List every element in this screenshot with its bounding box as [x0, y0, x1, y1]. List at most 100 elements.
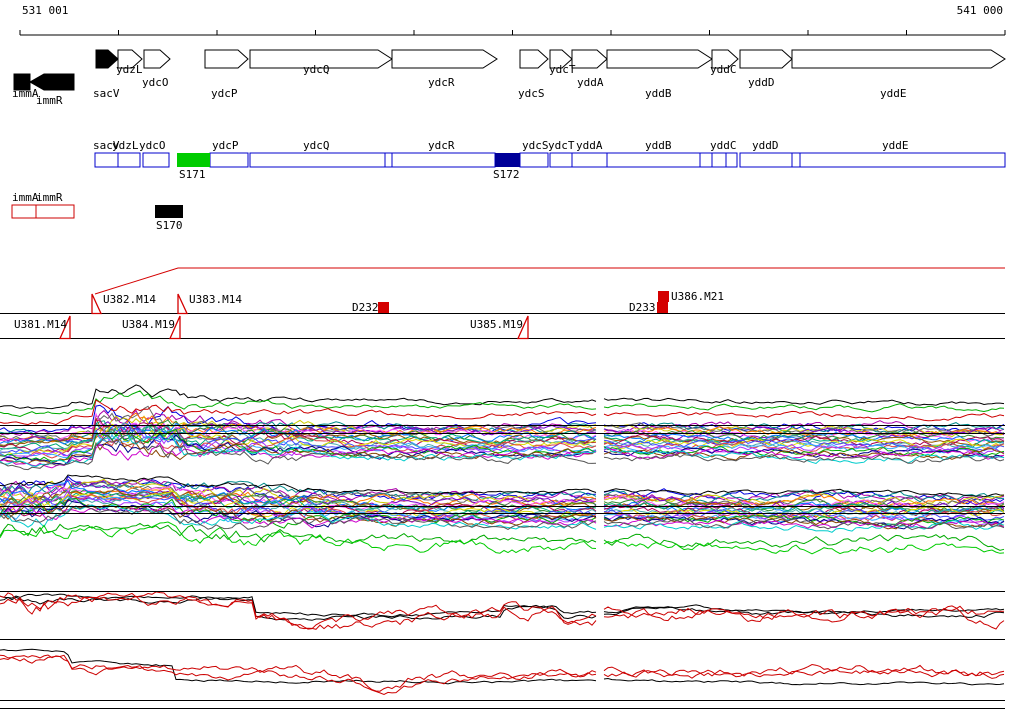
gene-label-ydcQ: ydcQ	[303, 63, 330, 76]
expression-curve	[0, 592, 597, 630]
probe-square-D233[interactable]	[657, 302, 668, 313]
gene-label-immA: immA	[12, 87, 39, 100]
probe-flag-U381.M14[interactable]	[58, 315, 71, 340]
segment-label-sacV: sacV	[93, 139, 120, 152]
gene-arrow-ydcP[interactable]	[204, 49, 249, 69]
segment-box-yddC[interactable]	[711, 152, 738, 168]
expression-curve	[0, 654, 597, 692]
expression-curve	[603, 422, 1005, 437]
segment-box-ydzL[interactable]	[117, 152, 141, 168]
gene-arrow-sacV[interactable]	[95, 49, 119, 69]
feature-box-S170[interactable]	[155, 205, 183, 218]
probe-label-D233: D233	[629, 301, 656, 314]
gene-label-sacV: sacV	[93, 87, 120, 100]
gene-arrow-immR[interactable]	[28, 73, 75, 91]
gene-label-ydcS: ydcS	[518, 87, 545, 100]
expression-curve	[603, 431, 1005, 443]
expression-curve	[0, 442, 597, 469]
probe-label-U386.M21: U386.M21	[671, 290, 724, 303]
probe-label-U383.M14: U383.M14	[189, 293, 242, 306]
expression-curve	[603, 605, 1005, 630]
probe-flag-U382.M14[interactable]	[91, 293, 103, 315]
imm-label-immR: immR	[36, 191, 63, 204]
probe-flag-U383.M14[interactable]	[177, 293, 189, 315]
gene-arrow-ydcQ[interactable]	[249, 49, 393, 69]
expression-curve	[603, 489, 1005, 502]
segment-box-ydcT[interactable]	[549, 152, 573, 168]
expression-curve	[0, 648, 597, 685]
imm-box-0[interactable]	[11, 204, 37, 219]
segment-label-ydzL: ydzL	[112, 139, 139, 152]
expression-curve	[603, 426, 1005, 439]
gene-arrow-ydcO[interactable]	[143, 49, 171, 69]
gene-label-immR: immR	[36, 94, 63, 107]
gene-arrow-yddB[interactable]	[606, 49, 713, 69]
gene-label-yddA: yddA	[577, 76, 604, 89]
expression-track-2	[0, 474, 1005, 555]
expression-curve	[0, 399, 597, 426]
gene-label-yddC: yddC	[710, 63, 737, 76]
segment-box-ydcP[interactable]	[209, 152, 249, 168]
expression-curve	[603, 606, 1005, 618]
expression-curve	[0, 504, 597, 527]
probe-flag-U385.M19[interactable]	[516, 315, 529, 340]
expression-curve	[603, 496, 1005, 509]
gene-arrow-yddA[interactable]	[571, 49, 608, 69]
segment-label-ydcS: ydcS	[522, 139, 549, 152]
gene-arrow-ydcR[interactable]	[391, 49, 498, 69]
gene-arrow-immA[interactable]	[13, 73, 31, 91]
expression-curve	[0, 474, 597, 495]
probe-square-U386.M21[interactable]	[658, 291, 669, 302]
segment-box-sacV[interactable]	[94, 152, 119, 168]
expression-curve	[0, 423, 597, 457]
segment-box-yddB[interactable]	[606, 152, 713, 168]
segment-box-yddD[interactable]	[739, 152, 793, 168]
expression-curve	[0, 654, 597, 696]
expression-curve	[603, 434, 1005, 449]
probe-label-U381.M14: U381.M14	[14, 318, 67, 331]
probe-square-D232[interactable]	[378, 302, 389, 313]
segment-label-yddE: yddE	[882, 139, 909, 152]
segment-label-yddC: yddC	[710, 139, 737, 152]
gene-arrow-ydcS[interactable]	[519, 49, 549, 69]
expression-curve	[603, 533, 1005, 551]
segment-box-ydcS[interactable]	[519, 152, 549, 168]
segment-label-yddD: yddD	[752, 139, 779, 152]
expression-curve	[0, 480, 597, 501]
imm-box-1[interactable]	[35, 204, 75, 219]
expression-curve	[0, 488, 597, 512]
segment-box-yddE[interactable]	[791, 152, 1006, 168]
expression-curve	[603, 397, 1005, 406]
segment-box-ydcO[interactable]	[142, 152, 170, 168]
expression-curve	[0, 521, 597, 554]
gene-arrow-yddD[interactable]	[739, 49, 793, 69]
segment-box-yddA[interactable]	[571, 152, 608, 168]
expression-curve	[603, 516, 1005, 531]
expression-curve	[603, 508, 1005, 521]
gene-arrow-yddE[interactable]	[791, 49, 1006, 69]
segment-label-ydcP: ydcP	[212, 139, 239, 152]
gene-arrow-ydzL[interactable]	[117, 49, 143, 69]
expression-curve	[603, 668, 1005, 679]
amplicon-line	[94, 267, 1005, 295]
expression-curve	[0, 438, 597, 464]
expression-curve	[603, 422, 1005, 435]
feature-box-S172[interactable]	[495, 153, 520, 167]
gene-arrow-yddC[interactable]	[711, 49, 739, 69]
feature-label-S170: S170	[156, 219, 183, 232]
probe-flag-U384.M19[interactable]	[168, 315, 181, 340]
expression-curve	[603, 447, 1005, 465]
segment-box-ydcQ[interactable]	[249, 152, 393, 168]
segment-label-ydcR: ydcR	[428, 139, 455, 152]
probe-label-U384.M19: U384.M19	[122, 318, 175, 331]
expression-curve	[0, 504, 597, 530]
segment-label-ydcQ: ydcQ	[303, 139, 330, 152]
expression-curve	[0, 434, 597, 468]
feature-box-S171[interactable]	[177, 153, 210, 167]
gene-arrow-ydcT[interactable]	[549, 49, 573, 69]
expression-curve	[0, 591, 597, 630]
segment-box-ydcR[interactable]	[391, 152, 496, 168]
expression-curve	[603, 448, 1005, 461]
